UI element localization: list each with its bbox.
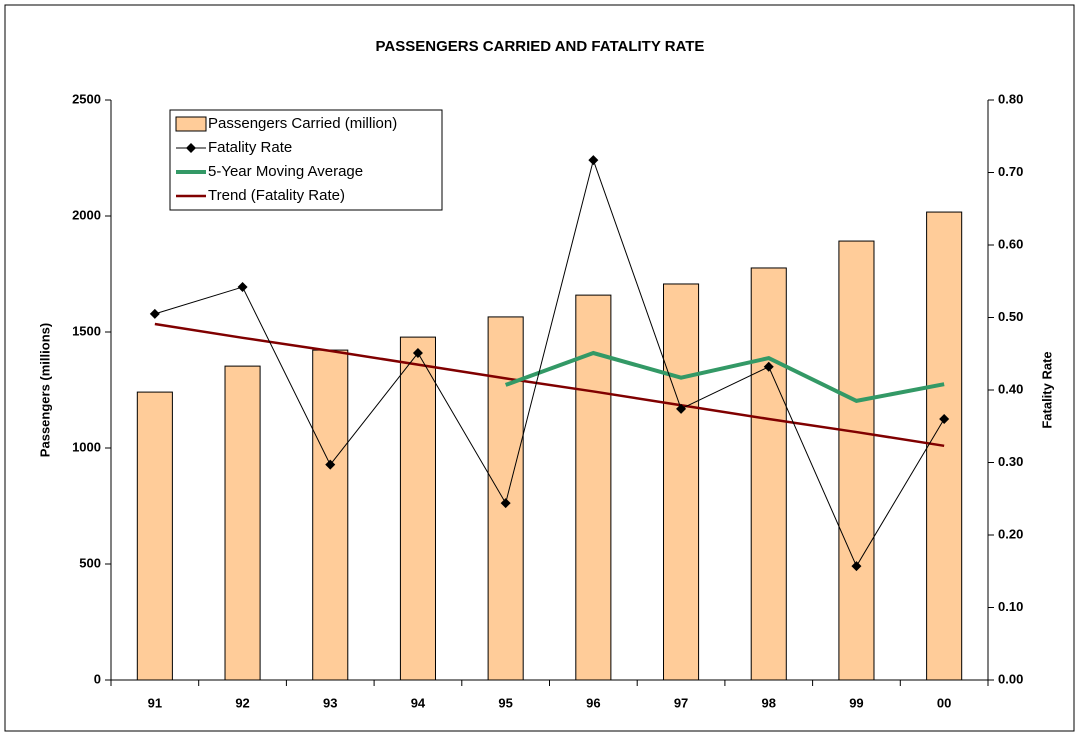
x-tick-label: 96 [586,695,600,710]
bar [663,283,700,681]
y-tick-label: 0 [94,671,101,686]
legend-box [169,109,443,211]
bar [136,391,173,681]
legend-label: Trend (Fatality Rate) [208,187,345,204]
y-tick-label: 1500 [72,323,101,338]
y2-tick-label: 0.50 [998,309,1023,324]
marker [237,282,248,293]
marker [763,361,774,372]
bar [838,240,875,681]
y2-tick-label: 0.60 [998,236,1023,251]
line-series [154,158,945,568]
marker [149,308,160,319]
y-tick-label: 500 [79,555,101,570]
marker [325,459,336,470]
line-series [504,350,945,403]
bar [399,336,436,681]
x-tick-label: 94 [411,695,426,710]
y2-tick-label: 0.10 [998,599,1023,614]
legend-label: Passengers Carried (million) [208,115,397,132]
marker [588,155,599,166]
y2-axis-label: Fatality Rate [1039,351,1054,428]
x-tick-label: 99 [849,695,863,710]
bar [750,267,787,681]
x-tick-label: 93 [323,695,337,710]
marker [412,348,423,359]
legend-label: Fatality Rate [208,139,292,156]
y2-tick-label: 0.80 [998,91,1023,106]
y-axis-label: Passengers (millions) [37,323,52,457]
chart-title: PASSENGERS CARRIED AND FATALITY RATE [376,38,705,55]
x-tick-label: 95 [498,695,512,710]
bar [312,349,349,681]
marker [676,403,687,414]
legend-marker [186,143,196,153]
x-tick-label: 91 [148,695,162,710]
bar [224,365,261,681]
y2-tick-label: 0.70 [998,164,1023,179]
y2-tick-label: 0.20 [998,526,1023,541]
y-tick-label: 2000 [72,207,101,222]
marker [851,561,862,572]
legend-label: 5-Year Moving Average [208,163,363,180]
y2-tick-label: 0.30 [998,454,1023,469]
y2-tick-label: 0.00 [998,671,1023,686]
y-tick-label: 1000 [72,439,101,454]
x-tick-label: 92 [235,695,249,710]
marker [939,414,950,424]
bar [926,211,963,681]
x-tick-label: 00 [937,695,951,710]
x-tick-label: 97 [674,695,688,710]
line-series [154,322,945,448]
y-tick-label: 2500 [72,91,101,106]
y2-tick-label: 0.40 [998,381,1023,396]
marker [500,498,511,509]
x-tick-label: 98 [762,695,776,710]
legend-swatch [175,116,207,132]
